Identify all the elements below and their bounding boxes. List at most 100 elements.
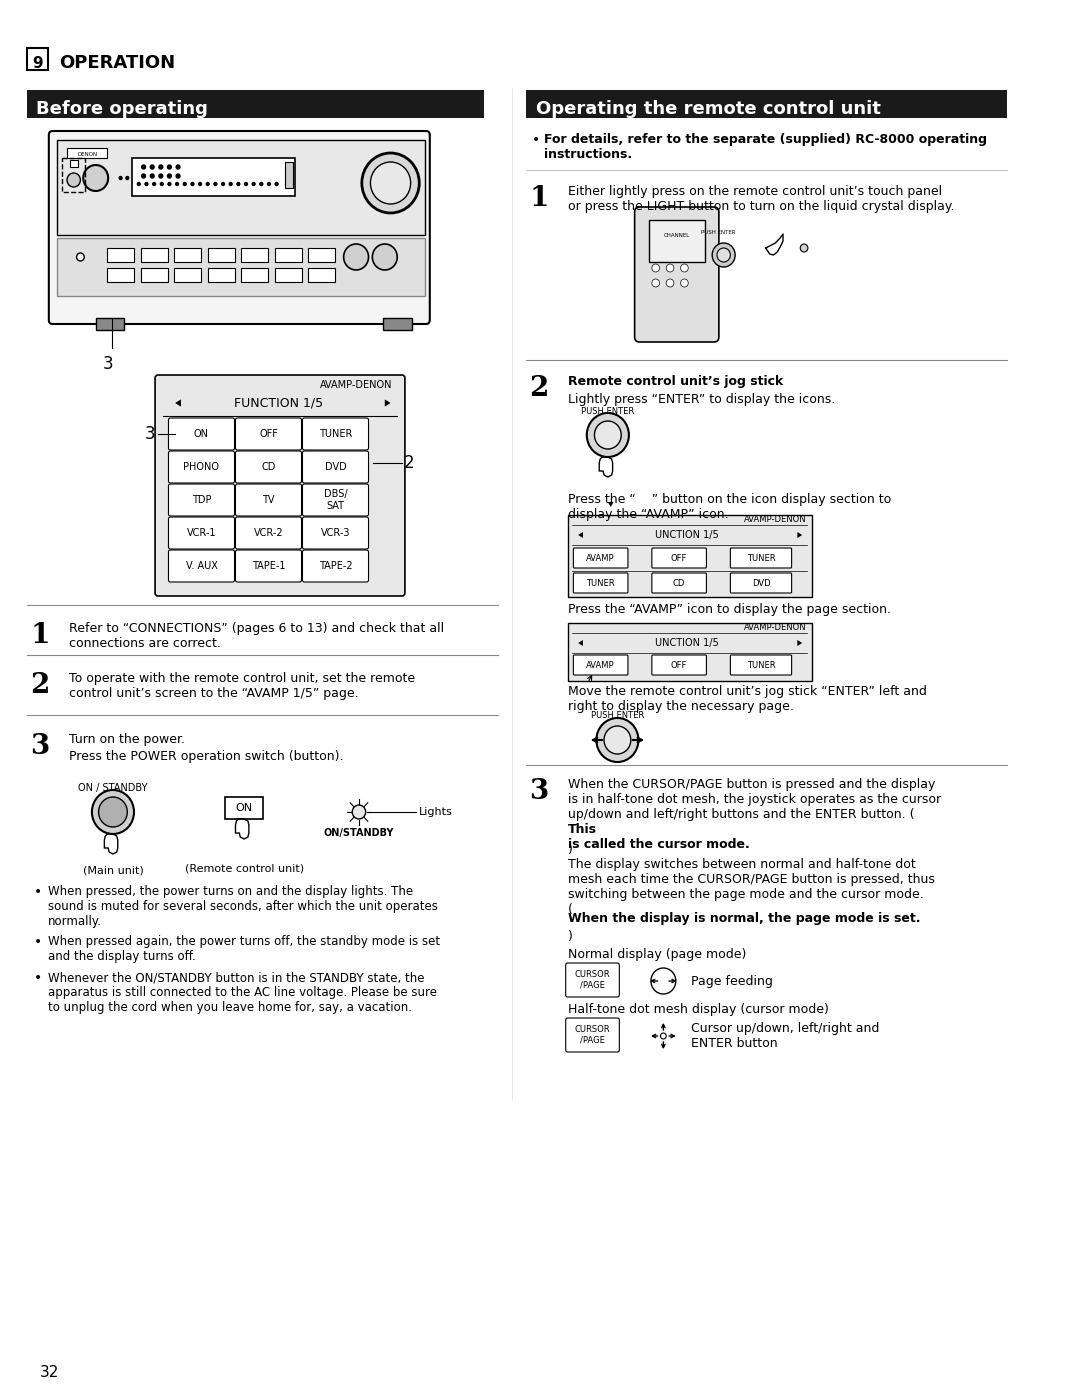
Text: Either lightly press on the remote control unit’s touch panel
or press the LIGHT: Either lightly press on the remote contr… (568, 185, 954, 213)
Text: TAPE-1: TAPE-1 (252, 561, 285, 571)
Text: OPERATION: OPERATION (59, 55, 175, 71)
Bar (383, 318, 411, 330)
Text: Refer to “CONNECTIONS” (pages 6 to 13) and check that all
connections are correc: Refer to “CONNECTIONS” (pages 6 to 13) a… (69, 623, 444, 651)
FancyBboxPatch shape (235, 418, 301, 450)
FancyBboxPatch shape (730, 574, 792, 593)
Text: Lightly press “ENTER” to display the icons.: Lightly press “ENTER” to display the ico… (568, 393, 835, 406)
Text: TDP: TDP (192, 495, 212, 505)
Circle shape (191, 182, 193, 186)
Circle shape (651, 968, 676, 995)
Bar (174, 269, 201, 283)
Circle shape (160, 182, 163, 186)
Text: 2: 2 (529, 375, 549, 402)
Text: 1: 1 (529, 185, 549, 213)
Text: OFF: OFF (259, 429, 278, 439)
Polygon shape (608, 502, 613, 506)
FancyBboxPatch shape (302, 518, 368, 548)
FancyBboxPatch shape (302, 450, 368, 483)
FancyBboxPatch shape (168, 418, 234, 450)
Circle shape (370, 162, 410, 204)
Circle shape (67, 173, 80, 187)
Text: CD: CD (261, 462, 275, 471)
Circle shape (83, 165, 108, 192)
FancyBboxPatch shape (568, 515, 812, 597)
Polygon shape (175, 399, 181, 407)
Text: AVAMP-DENON: AVAMP-DENON (744, 515, 807, 523)
Text: For details, refer to the separate (supplied) RC-8000 operating
instructions.: For details, refer to the separate (supp… (543, 133, 987, 161)
FancyBboxPatch shape (27, 90, 484, 118)
Bar (241, 248, 268, 262)
Text: Turn on the power.: Turn on the power. (69, 733, 185, 746)
Bar (207, 248, 234, 262)
Text: TUNER: TUNER (585, 579, 615, 588)
Text: DVD: DVD (325, 462, 347, 471)
Text: ): ) (568, 930, 572, 943)
Text: 3: 3 (103, 355, 113, 374)
FancyBboxPatch shape (730, 655, 792, 674)
Circle shape (712, 243, 735, 267)
Circle shape (680, 278, 688, 287)
Text: ON/STANDBY: ON/STANDBY (324, 828, 394, 838)
Text: 3: 3 (529, 778, 549, 804)
Circle shape (680, 264, 688, 271)
FancyBboxPatch shape (168, 450, 234, 483)
Text: Lights: Lights (419, 807, 453, 817)
FancyBboxPatch shape (49, 132, 430, 325)
FancyBboxPatch shape (156, 375, 405, 596)
Text: •: • (33, 886, 42, 900)
Text: When pressed again, the power turns off, the standby mode is set
and the display: When pressed again, the power turns off,… (48, 935, 440, 963)
Bar (132, 158, 295, 196)
Circle shape (141, 165, 146, 169)
Polygon shape (797, 532, 802, 539)
Circle shape (661, 1032, 666, 1039)
Circle shape (275, 182, 278, 186)
Circle shape (98, 797, 127, 827)
FancyBboxPatch shape (573, 655, 627, 674)
Circle shape (244, 182, 247, 186)
Text: V. AUX: V. AUX (186, 561, 217, 571)
Text: FUNCTION 1/5: FUNCTION 1/5 (234, 396, 323, 410)
Polygon shape (797, 639, 802, 646)
Bar (241, 269, 268, 283)
Text: CURSOR
/PAGE: CURSOR /PAGE (575, 1025, 610, 1045)
Text: TAPE-2: TAPE-2 (319, 561, 352, 571)
Text: Remote control unit’s jog stick: Remote control unit’s jog stick (568, 375, 783, 388)
Text: TUNER: TUNER (319, 429, 352, 439)
Text: OFF: OFF (671, 660, 687, 670)
Circle shape (800, 243, 808, 252)
FancyBboxPatch shape (566, 1018, 619, 1052)
Circle shape (594, 421, 621, 449)
Bar (225, 797, 264, 818)
Circle shape (167, 173, 172, 178)
Text: When the display is normal, the page mode is set.: When the display is normal, the page mod… (568, 912, 920, 925)
Text: ON / STANDBY: ON / STANDBY (78, 783, 148, 793)
Text: Whenever the ON/STANDBY button is in the STANDBY state, the
apparatus is still c: Whenever the ON/STANDBY button is in the… (48, 971, 437, 1014)
Text: When the CURSOR/PAGE button is pressed and the display
is in half-tone dot mesh,: When the CURSOR/PAGE button is pressed a… (568, 778, 941, 821)
Text: OFF: OFF (671, 554, 687, 562)
FancyBboxPatch shape (168, 484, 234, 516)
Text: Press the “AVAMP” icon to display the page section.: Press the “AVAMP” icon to display the pa… (568, 603, 891, 616)
Circle shape (343, 243, 368, 270)
Polygon shape (578, 639, 583, 646)
Text: AVAMP: AVAMP (585, 660, 615, 670)
Text: When pressed, the power turns on and the display lights. The
sound is muted for : When pressed, the power turns on and the… (48, 886, 437, 928)
Text: Page feeding: Page feeding (691, 975, 773, 988)
FancyBboxPatch shape (168, 518, 234, 548)
Text: 3: 3 (30, 733, 50, 760)
Circle shape (604, 726, 631, 754)
Bar (96, 318, 124, 330)
Bar (308, 248, 335, 262)
FancyBboxPatch shape (168, 550, 234, 582)
Circle shape (176, 165, 180, 169)
Text: TV: TV (262, 495, 274, 505)
Circle shape (352, 804, 366, 818)
Bar (63, 158, 85, 192)
Text: DENON: DENON (77, 151, 97, 157)
Bar (285, 162, 293, 187)
Circle shape (221, 182, 225, 186)
Text: Press the POWER operation switch (button).: Press the POWER operation switch (button… (69, 750, 343, 762)
Circle shape (206, 182, 210, 186)
FancyBboxPatch shape (302, 550, 368, 582)
Circle shape (229, 182, 232, 186)
Text: AVAMP-DENON: AVAMP-DENON (744, 623, 807, 631)
